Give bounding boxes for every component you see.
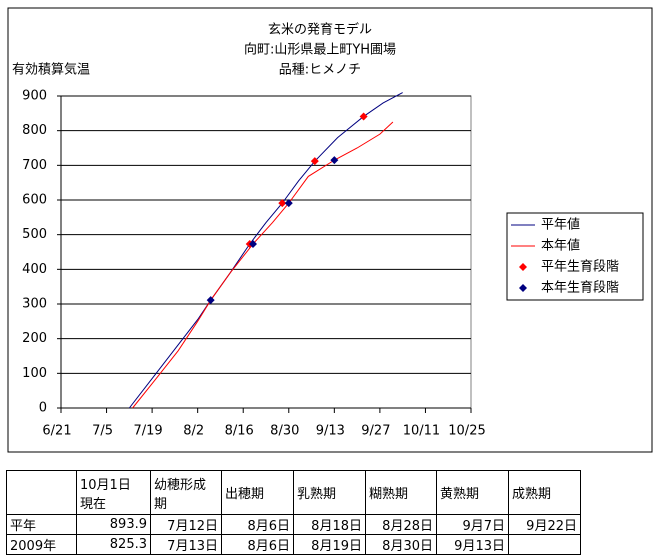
- table-cell: 8月28日: [365, 514, 437, 535]
- table-cell: 9月13日: [436, 534, 509, 555]
- table-cell: 出穂期: [221, 470, 294, 515]
- chart: 玄米の発育モデル 向町:山形県最上町YH圃場 品種:ヒメノチ 有効積算気温 0 1…: [7, 7, 653, 453]
- table-cell: [508, 534, 581, 555]
- table-cell: 893.9: [76, 514, 151, 535]
- table-cell: 幼穂形成期: [150, 470, 222, 515]
- y-tick-label: 0: [39, 401, 47, 416]
- x-tick-label: 10/11: [403, 424, 440, 439]
- chart-title: 玄米の発育モデル: [268, 22, 372, 38]
- table-cell: 8月6日: [221, 514, 294, 535]
- y-tick-label: 700: [22, 158, 47, 173]
- chart-title: 向町:山形県最上町YH圃場: [244, 42, 396, 58]
- table-cell: 平年: [6, 514, 77, 535]
- legend-swatch: [519, 284, 527, 292]
- legend-label: 本年生育段階: [541, 280, 619, 296]
- x-tick-label: 6/21: [42, 424, 71, 439]
- table-cell: 10月1日 現在: [76, 470, 151, 515]
- stage-point: [278, 199, 287, 208]
- x-tick-label: 9/27: [361, 424, 390, 439]
- y-tick-label: 100: [22, 366, 47, 381]
- legend-label: 本年値: [541, 238, 580, 254]
- series-line: [132, 121, 394, 409]
- stage-table: 10月1日 現在 幼穂形成期 出穂期 乳熟期 糊熟期 黄熟期 成熟期 平年 893.9 7月12日…: [6, 470, 581, 555]
- stage-point: [284, 199, 293, 208]
- table-cell: 9月7日: [436, 514, 509, 535]
- y-axis-label: 有効積算気温: [12, 62, 90, 78]
- stage-point: [248, 240, 257, 249]
- table-cell: 8月18日: [293, 514, 366, 535]
- table-cell: 825.3: [76, 534, 151, 555]
- legend: [506, 212, 644, 301]
- y-tick-label: 900: [22, 89, 47, 104]
- table-cell: 糊熟期: [365, 470, 437, 515]
- y-tick-label: 600: [22, 193, 47, 208]
- x-tick-label: 8/16: [225, 424, 254, 439]
- stage-point: [206, 296, 215, 305]
- stage-point: [310, 157, 319, 166]
- table-cell: 8月30日: [365, 534, 437, 555]
- table-cell: 2009年: [6, 534, 77, 555]
- table-cell: [6, 470, 77, 515]
- legend-swatch: [519, 263, 527, 271]
- y-tick-label: 200: [22, 331, 47, 346]
- series-line: [128, 92, 403, 409]
- stage-point: [359, 112, 368, 121]
- x-tick-label: 8/30: [270, 424, 299, 439]
- chart-title: 品種:ヒメノチ: [279, 62, 361, 78]
- x-tick-label: 10/25: [448, 424, 485, 439]
- table-cell: 9月22日: [508, 514, 581, 535]
- x-tick-label: 8/2: [183, 424, 204, 439]
- table-cell: 黄熟期: [436, 470, 509, 515]
- x-tick-label: 9/13: [316, 424, 345, 439]
- table-row: 10月1日 現在 幼穂形成期 出穂期 乳熟期 糊熟期 黄熟期 成熟期: [6, 470, 581, 515]
- x-tick-label: 7/19: [134, 424, 163, 439]
- table-cell: 乳熟期: [293, 470, 366, 515]
- table-row: 平年 893.9 7月12日 8月6日 8月18日 8月28日 9月7日 9月22日: [6, 514, 581, 535]
- y-tick-label: 800: [22, 123, 47, 138]
- stage-point: [330, 156, 339, 165]
- y-tick-label: 400: [22, 262, 47, 277]
- y-tick-label: 300: [22, 297, 47, 312]
- table-row: 2009年 825.3 7月13日 8月6日 8月19日 8月30日 9月13日: [6, 534, 581, 555]
- x-tick-label: 7/5: [92, 424, 113, 439]
- table-cell: 8月19日: [293, 534, 366, 555]
- y-tick-label: 500: [22, 227, 47, 242]
- legend-label: 平年生育段階: [541, 259, 619, 275]
- table-cell: 7月13日: [150, 534, 222, 555]
- table-cell: 7月12日: [150, 514, 222, 535]
- plot-area: [60, 95, 472, 409]
- legend-label: 平年値: [541, 217, 580, 233]
- table-cell: 8月6日: [221, 534, 294, 555]
- table-cell: 成熟期: [508, 470, 581, 515]
